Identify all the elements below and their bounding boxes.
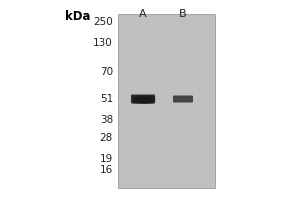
Text: A: A	[139, 9, 147, 19]
FancyBboxPatch shape	[173, 96, 193, 102]
Text: 130: 130	[93, 38, 113, 48]
Text: 250: 250	[93, 17, 113, 27]
Text: 38: 38	[100, 115, 113, 125]
Bar	[118, 14, 215, 188]
Text: 16: 16	[100, 165, 113, 175]
Text: B: B	[179, 9, 187, 19]
FancyBboxPatch shape	[131, 95, 155, 104]
Text: 51: 51	[100, 94, 113, 104]
Text: 28: 28	[100, 133, 113, 143]
Text: 70: 70	[100, 67, 113, 77]
Text: 19: 19	[100, 154, 113, 164]
Text: kDa: kDa	[65, 10, 91, 23]
